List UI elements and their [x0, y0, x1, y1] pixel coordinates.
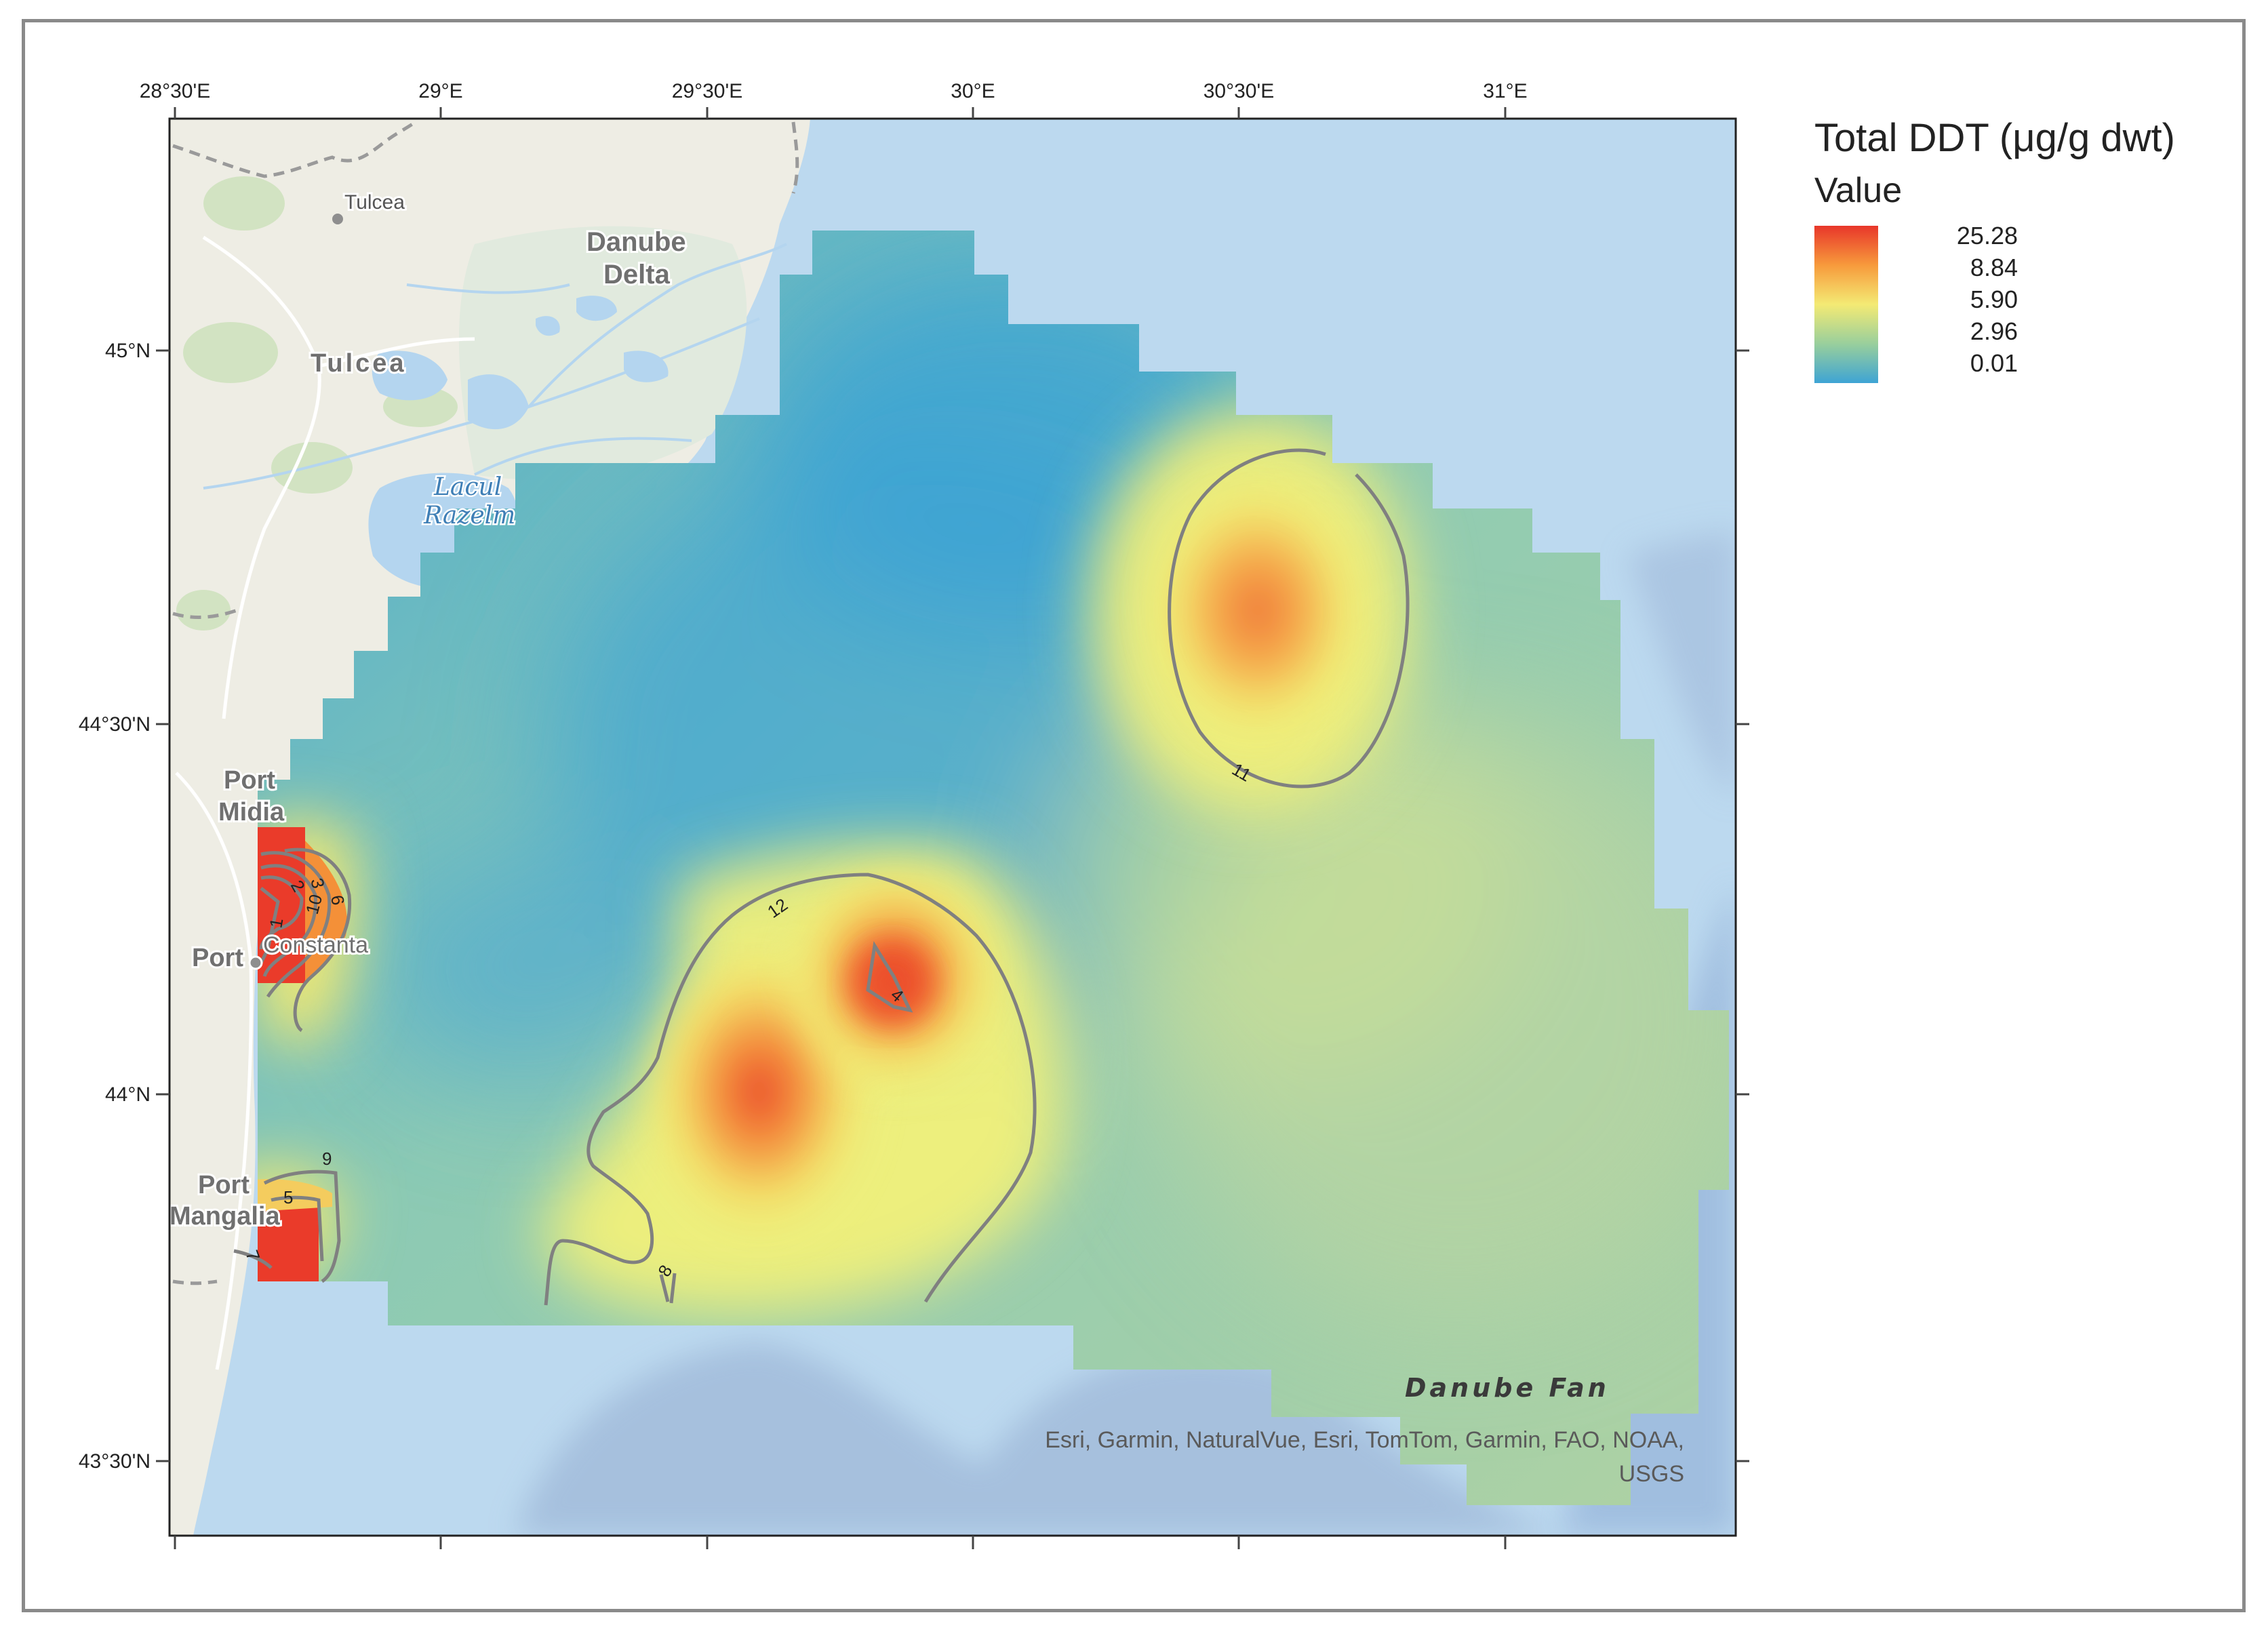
contour-label: 9 — [322, 1149, 332, 1169]
legend-value: 5.90 — [1970, 285, 2018, 313]
legend-color-ramp — [1814, 226, 1878, 383]
svg-text:USGS: USGS — [1619, 1461, 1684, 1487]
graticule-ticks — [156, 107, 1749, 1549]
constanta-marker — [248, 955, 263, 970]
legend-value: 2.96 — [1970, 317, 2018, 345]
place-label-danube-fan: Danube Fan — [1405, 1373, 1610, 1403]
longitude-label: 29°30'E — [672, 80, 742, 102]
legend-title: Total DDT (μg/g dwt) — [1814, 116, 2175, 160]
legend-body: 25.28 8.84 5.90 2.96 0.01 — [1814, 222, 2175, 388]
latitude-label: 43°30'N — [79, 1450, 151, 1473]
latitude-label: 44°N — [105, 1083, 151, 1106]
contour-label: 6 — [327, 894, 349, 906]
legend-value: 8.84 — [1970, 254, 2018, 281]
place-labels: Tulcea Tulcea Danube Delta Lacul Razelm … — [167, 189, 1610, 1403]
longitude-label: 28°30'E — [140, 80, 210, 102]
place-label-port-mangalia: Port — [198, 1171, 250, 1199]
place-label-port-midia: Midia — [218, 798, 285, 826]
legend: Total DDT (μg/g dwt) Value 25.28 8.84 5.… — [1814, 115, 2175, 388]
legend-subtitle: Value — [1814, 171, 1903, 210]
svg-text:Esri, Garmin, NaturalVue, Esri: Esri, Garmin, NaturalVue, Esri, TomTom, … — [1045, 1427, 1684, 1453]
contour-label: 5 — [283, 1187, 293, 1208]
place-label-port-mangalia: Mangalia — [170, 1202, 280, 1231]
place-label-port-constanta: Port — [192, 944, 243, 972]
place-label-danube-delta: Danube — [586, 227, 686, 257]
place-label-tulcea: Tulcea — [311, 349, 407, 378]
place-label-danube-delta: Delta — [603, 260, 671, 290]
longitude-label: 30°30'E — [1203, 80, 1274, 102]
place-label-port-constanta: Constanta — [263, 932, 368, 958]
tulcea-marker — [332, 214, 343, 224]
legend-value: 0.01 — [1970, 349, 2018, 377]
longitude-labels: 28°30'E 29°E 29°30'E 30°E 30°30'E 31°E — [140, 80, 1528, 102]
ddt-surface — [258, 231, 1729, 1505]
latitude-labels: 45°N 44°30'N 44°N 43°30'N — [79, 340, 151, 1473]
map-border — [168, 117, 1737, 1537]
longitude-label: 29°E — [418, 80, 462, 102]
attribution: Esri, Garmin, NaturalVue, Esri, TomTom, … — [1045, 1427, 1684, 1487]
longitude-label: 31°E — [1483, 80, 1527, 102]
legend-value: 25.28 — [1956, 222, 2018, 250]
place-label-lacul-razelm: Lacul — [433, 473, 502, 501]
place-label-port-midia: Port — [224, 766, 275, 795]
latitude-label: 45°N — [105, 340, 151, 362]
contour-lines — [233, 448, 1410, 1306]
latitude-label: 44°30'N — [79, 713, 151, 736]
place-label-lacul-razelm: Razelm — [423, 502, 515, 530]
place-label-tulcea-small: Tulcea — [344, 191, 405, 214]
contour-label: 1 — [265, 917, 287, 930]
longitude-label: 30°E — [951, 80, 995, 102]
